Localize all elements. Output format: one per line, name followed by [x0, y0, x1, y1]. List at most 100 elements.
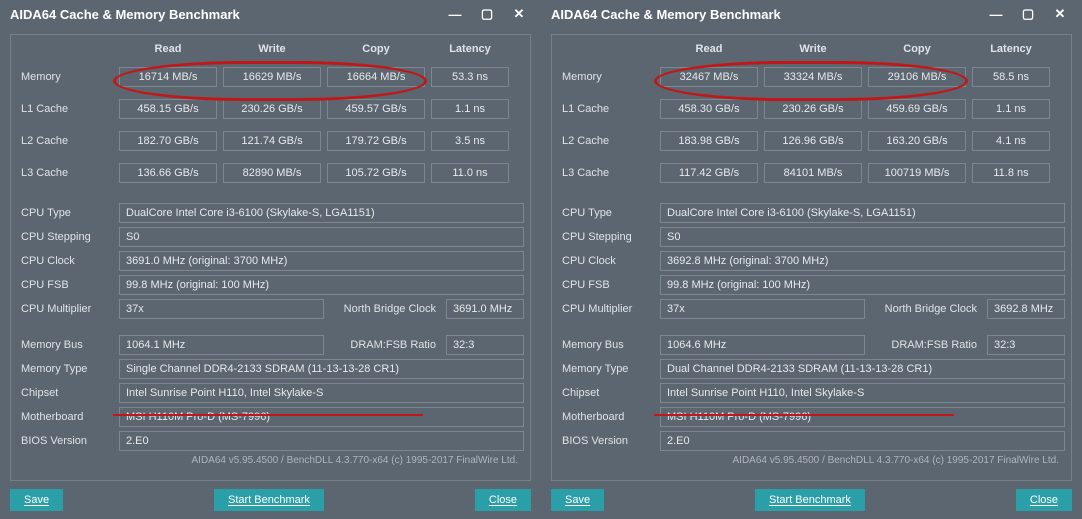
- benchmark-grid: Read Write Copy Latency Memory 16714 MB/…: [17, 39, 524, 191]
- memory-read[interactable]: 16714 MB/s: [119, 67, 217, 87]
- start-benchmark-button[interactable]: Start Benchmark: [214, 489, 324, 511]
- main-panel: Read Write Copy Latency Memory 16714 MB/…: [10, 34, 531, 481]
- cpu-stepping-value: S0: [660, 227, 1065, 247]
- bios-value: 2.E0: [660, 431, 1065, 451]
- minimize-icon[interactable]: —: [439, 2, 471, 26]
- mem-type-text: Single Channel DDR4-2133 SDRAM (11-13-13…: [126, 363, 399, 375]
- nb-clock-label: North Bridge Clock: [330, 299, 440, 319]
- memory-write[interactable]: 16629 MB/s: [223, 67, 321, 87]
- close-button[interactable]: Close: [475, 489, 531, 511]
- l1-write[interactable]: 230.26 GB/s: [223, 99, 321, 119]
- system-info-grid: CPU Type DualCore Intel Core i3-6100 (Sk…: [17, 199, 524, 451]
- row-l3-label: L3 Cache: [21, 167, 113, 179]
- l3-write[interactable]: 82890 MB/s: [223, 163, 321, 183]
- cpu-mult-value: 37x: [660, 299, 865, 319]
- benchmark-grid: Read Write Copy Latency Memory 32467 MB/…: [558, 39, 1065, 191]
- nb-clock-value: 3691.0 MHz: [446, 299, 524, 319]
- memory-copy[interactable]: 16664 MB/s: [327, 67, 425, 87]
- footer-version: AIDA64 v5.95.4500 / BenchDLL 4.3.770-x64…: [17, 451, 524, 468]
- mobo-label: Motherboard: [562, 407, 654, 427]
- cpu-clock-label: CPU Clock: [21, 251, 113, 271]
- l1-read[interactable]: 458.30 GB/s: [660, 99, 758, 119]
- dram-ratio-value: 32:3: [987, 335, 1065, 355]
- mem-bus-label: Memory Bus: [21, 335, 113, 355]
- mem-bus-value: 1064.1 MHz: [119, 335, 324, 355]
- cpu-type-value: DualCore Intel Core i3-6100 (Skylake-S, …: [119, 203, 524, 223]
- cpu-type-label: CPU Type: [562, 203, 654, 223]
- minimize-icon[interactable]: —: [980, 2, 1012, 26]
- row-l2-label: L2 Cache: [562, 135, 654, 147]
- bios-value: 2.E0: [119, 431, 524, 451]
- l2-copy[interactable]: 179.72 GB/s: [327, 131, 425, 151]
- l3-copy[interactable]: 100719 MB/s: [868, 163, 966, 183]
- close-button[interactable]: Close: [1016, 489, 1072, 511]
- memory-read[interactable]: 32467 MB/s: [660, 67, 758, 87]
- window-title: AIDA64 Cache & Memory Benchmark: [10, 7, 439, 22]
- row-l1-label: L1 Cache: [21, 103, 113, 115]
- l2-read[interactable]: 182.70 GB/s: [119, 131, 217, 151]
- bios-label: BIOS Version: [562, 431, 654, 451]
- l3-latency[interactable]: 11.8 ns: [972, 163, 1050, 183]
- chipset-label: Chipset: [562, 383, 654, 403]
- mem-type-value: Dual Channel DDR4-2133 SDRAM (11-13-13-2…: [660, 359, 1065, 379]
- l1-latency[interactable]: 1.1 ns: [431, 99, 509, 119]
- footer-version: AIDA64 v5.95.4500 / BenchDLL 4.3.770-x64…: [558, 451, 1065, 468]
- l1-latency[interactable]: 1.1 ns: [972, 99, 1050, 119]
- l2-copy[interactable]: 163.20 GB/s: [868, 131, 966, 151]
- memory-write[interactable]: 33324 MB/s: [764, 67, 862, 87]
- l3-copy[interactable]: 105.72 GB/s: [327, 163, 425, 183]
- l3-latency[interactable]: 11.0 ns: [431, 163, 509, 183]
- cpu-fsb-value: 99.8 MHz (original: 100 MHz): [660, 275, 1065, 295]
- mem-bus-label: Memory Bus: [562, 335, 654, 355]
- chipset-value: Intel Sunrise Point H110, Intel Skylake-…: [660, 383, 1065, 403]
- button-bar: Save Start Benchmark Close: [0, 485, 541, 519]
- titlebar[interactable]: AIDA64 Cache & Memory Benchmark — ▢ ✕: [0, 0, 541, 28]
- nb-clock-label: North Bridge Clock: [871, 299, 981, 319]
- cpu-mult-label: CPU Multiplier: [21, 299, 113, 319]
- memory-latency[interactable]: 53.3 ns: [431, 67, 509, 87]
- cpu-fsb-value: 99.8 MHz (original: 100 MHz): [119, 275, 524, 295]
- cpu-stepping-value: S0: [119, 227, 524, 247]
- maximize-icon[interactable]: ▢: [1012, 2, 1044, 26]
- mem-type-label: Memory Type: [21, 359, 113, 379]
- l3-read[interactable]: 136.66 GB/s: [119, 163, 217, 183]
- l3-write[interactable]: 84101 MB/s: [764, 163, 862, 183]
- col-copy: Copy: [327, 43, 425, 55]
- dram-ratio-label: DRAM:FSB Ratio: [871, 335, 981, 355]
- save-button[interactable]: Save: [10, 489, 63, 511]
- col-latency: Latency: [972, 43, 1050, 55]
- l1-copy[interactable]: 459.69 GB/s: [868, 99, 966, 119]
- l2-latency[interactable]: 4.1 ns: [972, 131, 1050, 151]
- cpu-fsb-label: CPU FSB: [562, 275, 654, 295]
- dram-ratio-label: DRAM:FSB Ratio: [330, 335, 440, 355]
- cpu-clock-label: CPU Clock: [562, 251, 654, 271]
- memory-copy[interactable]: 29106 MB/s: [868, 67, 966, 87]
- l2-latency[interactable]: 3.5 ns: [431, 131, 509, 151]
- l1-copy[interactable]: 459.57 GB/s: [327, 99, 425, 119]
- row-l3-label: L3 Cache: [562, 167, 654, 179]
- l1-write[interactable]: 230.26 GB/s: [764, 99, 862, 119]
- close-icon[interactable]: ✕: [503, 2, 535, 26]
- titlebar[interactable]: AIDA64 Cache & Memory Benchmark — ▢ ✕: [541, 0, 1082, 28]
- benchmark-window-left: AIDA64 Cache & Memory Benchmark — ▢ ✕ Re…: [0, 0, 541, 519]
- l2-read[interactable]: 183.98 GB/s: [660, 131, 758, 151]
- start-benchmark-button[interactable]: Start Benchmark: [755, 489, 865, 511]
- col-read: Read: [119, 43, 217, 55]
- l2-write[interactable]: 126.96 GB/s: [764, 131, 862, 151]
- l1-read[interactable]: 458.15 GB/s: [119, 99, 217, 119]
- memory-latency[interactable]: 58.5 ns: [972, 67, 1050, 87]
- mem-bus-value: 1064.6 MHz: [660, 335, 865, 355]
- button-bar: Save Start Benchmark Close: [541, 485, 1082, 519]
- mem-type-label: Memory Type: [562, 359, 654, 379]
- close-icon[interactable]: ✕: [1044, 2, 1076, 26]
- save-button[interactable]: Save: [551, 489, 604, 511]
- benchmark-window-right: AIDA64 Cache & Memory Benchmark — ▢ ✕ Re…: [541, 0, 1082, 519]
- row-memory-label: Memory: [562, 71, 654, 83]
- cpu-type-value: DualCore Intel Core i3-6100 (Skylake-S, …: [660, 203, 1065, 223]
- l2-write[interactable]: 121.74 GB/s: [223, 131, 321, 151]
- cpu-type-label: CPU Type: [21, 203, 113, 223]
- cpu-stepping-label: CPU Stepping: [21, 227, 113, 247]
- maximize-icon[interactable]: ▢: [471, 2, 503, 26]
- l3-read[interactable]: 117.42 GB/s: [660, 163, 758, 183]
- mem-type-value: Single Channel DDR4-2133 SDRAM (11-13-13…: [119, 359, 524, 379]
